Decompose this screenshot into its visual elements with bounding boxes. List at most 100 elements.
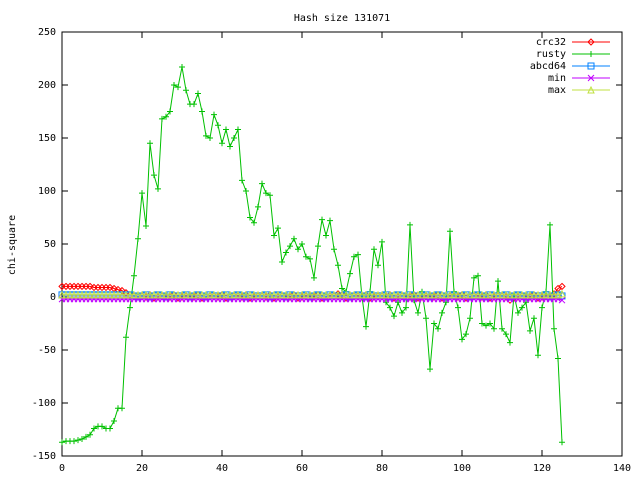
marker xyxy=(382,290,390,299)
marker xyxy=(391,313,397,320)
marker xyxy=(514,290,522,299)
marker xyxy=(366,290,374,299)
marker xyxy=(314,290,322,299)
marker xyxy=(302,290,310,299)
marker xyxy=(202,290,210,299)
marker xyxy=(398,290,406,299)
marker xyxy=(310,290,318,299)
marker xyxy=(98,290,106,299)
marker xyxy=(210,290,218,299)
legend-marker xyxy=(588,51,594,57)
marker xyxy=(139,190,145,197)
marker xyxy=(243,188,249,194)
marker xyxy=(558,282,566,291)
marker xyxy=(426,290,434,299)
marker xyxy=(539,304,545,311)
marker xyxy=(422,290,430,299)
marker xyxy=(483,322,489,329)
marker xyxy=(402,290,410,299)
marker xyxy=(438,290,446,299)
marker xyxy=(423,315,429,322)
marker xyxy=(342,290,350,299)
marker xyxy=(355,251,361,258)
marker xyxy=(75,437,81,444)
marker xyxy=(331,246,337,253)
marker xyxy=(151,172,157,179)
marker xyxy=(118,290,126,299)
marker xyxy=(71,438,77,445)
marker xyxy=(383,299,389,306)
marker xyxy=(195,90,201,97)
x-tick-label: 80 xyxy=(376,463,388,474)
marker xyxy=(406,290,414,299)
marker xyxy=(167,108,173,115)
marker xyxy=(114,290,122,299)
marker xyxy=(251,219,257,226)
marker xyxy=(479,320,485,327)
marker xyxy=(174,290,182,299)
marker xyxy=(270,290,278,299)
marker xyxy=(427,366,433,373)
marker xyxy=(147,140,153,147)
marker xyxy=(119,405,125,412)
marker xyxy=(350,290,358,299)
marker xyxy=(106,283,114,292)
marker xyxy=(162,290,170,299)
marker xyxy=(238,290,246,299)
marker xyxy=(495,278,501,285)
marker xyxy=(259,180,265,187)
marker xyxy=(214,290,222,299)
marker xyxy=(143,222,149,229)
marker xyxy=(206,290,214,299)
marker xyxy=(179,63,185,70)
marker xyxy=(459,336,465,343)
marker xyxy=(166,290,174,299)
marker xyxy=(150,290,158,299)
marker xyxy=(79,436,85,443)
marker xyxy=(107,425,113,432)
marker xyxy=(323,232,329,239)
marker xyxy=(127,304,133,311)
legend-marker xyxy=(587,38,595,46)
marker xyxy=(334,290,342,299)
marker xyxy=(159,115,165,122)
marker xyxy=(118,286,126,295)
marker xyxy=(298,290,306,299)
marker xyxy=(87,431,93,438)
marker xyxy=(434,290,442,299)
marker xyxy=(547,221,553,228)
marker xyxy=(126,290,134,299)
marker xyxy=(131,272,137,279)
marker xyxy=(430,290,438,299)
marker xyxy=(278,290,286,299)
marker xyxy=(491,325,497,332)
marker xyxy=(535,352,541,359)
marker xyxy=(339,285,345,292)
marker xyxy=(182,290,190,299)
marker xyxy=(471,274,477,281)
marker xyxy=(318,290,326,299)
legend-marker xyxy=(587,74,595,82)
marker xyxy=(530,290,538,299)
marker xyxy=(378,290,386,299)
marker xyxy=(146,290,154,299)
marker xyxy=(358,290,366,299)
marker xyxy=(235,126,241,133)
marker xyxy=(170,290,178,299)
marker xyxy=(307,255,313,262)
marker xyxy=(211,111,217,118)
marker xyxy=(267,192,273,199)
marker xyxy=(347,270,353,277)
marker xyxy=(519,304,525,311)
chart-title: Hash size 131071 xyxy=(294,13,390,24)
marker xyxy=(499,325,505,332)
marker xyxy=(110,290,118,299)
marker xyxy=(399,309,405,316)
marker xyxy=(327,217,333,224)
marker xyxy=(175,84,181,91)
marker xyxy=(230,290,238,299)
marker xyxy=(255,203,261,210)
marker xyxy=(403,304,409,311)
marker xyxy=(294,290,302,299)
marker xyxy=(474,290,482,299)
